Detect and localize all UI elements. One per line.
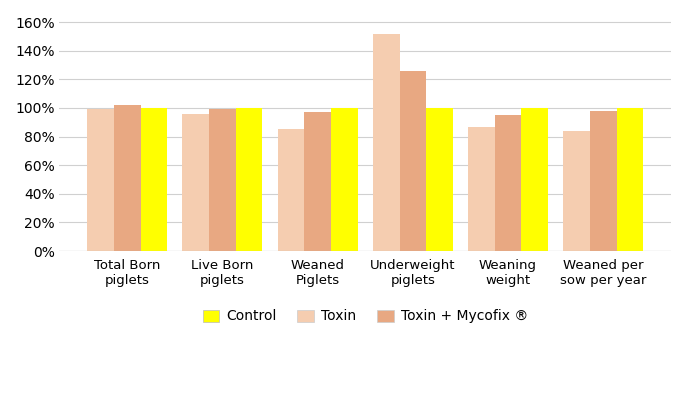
Bar (373, 34, 399, 251)
Bar (495, 115, 521, 251)
Bar (236, 108, 263, 251)
Bar (617, 108, 643, 251)
Bar (521, 108, 548, 251)
Bar (209, 109, 236, 251)
Bar (563, 131, 590, 251)
Bar (399, 71, 426, 251)
Bar (426, 108, 453, 251)
Bar (305, 112, 331, 251)
Bar (590, 111, 617, 251)
Bar (331, 108, 357, 251)
Bar (87, 109, 114, 251)
Bar (468, 126, 495, 251)
Bar (114, 105, 141, 251)
Bar (278, 129, 305, 251)
Bar (182, 114, 209, 251)
Bar (141, 108, 167, 251)
Legend: Control, Toxin, Toxin + Mycofix ®: Control, Toxin, Toxin + Mycofix ® (197, 304, 534, 329)
